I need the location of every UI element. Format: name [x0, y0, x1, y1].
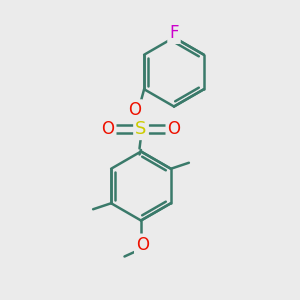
Text: O: O — [136, 236, 149, 253]
Text: F: F — [169, 24, 179, 42]
Text: O: O — [167, 120, 181, 138]
Text: O: O — [101, 120, 115, 138]
Text: O: O — [129, 101, 142, 119]
Text: S: S — [135, 120, 147, 138]
